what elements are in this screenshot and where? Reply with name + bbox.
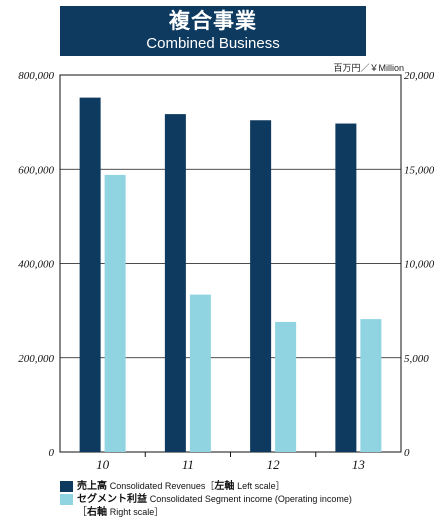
legend-revenue-axis-en: Left scale］ — [237, 481, 285, 491]
left-tick-label: 800,000 — [18, 70, 54, 82]
x-tick-label: 13 — [352, 457, 366, 472]
bar-segment-income — [189, 294, 211, 452]
bar-revenue — [250, 120, 272, 453]
legend-income-en: Consolidated Segment income (Operating i… — [149, 494, 352, 504]
bar-segment-income — [275, 321, 297, 452]
chart-title-jp: 複合事業 — [169, 10, 257, 33]
right-tick-label: 5,000 — [404, 353, 429, 365]
legend-revenue-axis-jp: 左軸 — [214, 481, 235, 492]
x-tick-label: 11 — [182, 457, 194, 472]
bar-segment-income — [104, 174, 126, 452]
x-tick-label: 12 — [267, 457, 281, 472]
right-tick-label: 0 — [404, 447, 410, 459]
legend-item-revenue: 売上高 Consolidated Revenues［左軸 Left scale］ — [60, 480, 352, 493]
legend-income-axis-en: Right scale］ — [109, 507, 164, 517]
chart-title-box: 複合事業 Combined Business — [60, 6, 366, 56]
chart-title-en: Combined Business — [146, 35, 280, 52]
bar-revenue — [164, 114, 186, 453]
legend-income-open-bracket: ［ — [77, 507, 87, 518]
bar-revenue — [335, 123, 357, 452]
unit-label: 百万円／￥Million — [333, 63, 404, 73]
legend-revenue-jp: 売上高 — [77, 481, 107, 492]
right-tick-label: 10,000 — [404, 259, 434, 271]
legend-income-jp: セグメント利益 — [77, 494, 147, 505]
x-tick-label: 10 — [96, 457, 110, 472]
right-tick-label: 20,000 — [404, 70, 434, 82]
legend-income-axis-jp: 右軸 — [87, 507, 107, 518]
bar-revenue — [79, 97, 101, 453]
right-tick-label: 15,000 — [404, 164, 434, 176]
left-tick-label: 0 — [49, 447, 55, 459]
left-tick-label: 400,000 — [18, 259, 54, 271]
legend-item-income: セグメント利益 Consolidated Segment income (Ope… — [60, 493, 352, 506]
left-tick-label: 600,000 — [18, 164, 54, 176]
bar-segment-income — [360, 319, 382, 452]
legend-swatch-income — [60, 494, 73, 505]
legend: 売上高 Consolidated Revenues［左軸 Left scale］… — [60, 480, 352, 519]
legend-revenue-en: Consolidated Revenues［ — [109, 481, 215, 491]
legend-income-scale: ［右軸 Right scale］ — [77, 506, 352, 519]
legend-swatch-revenue — [60, 481, 73, 492]
left-tick-label: 200,000 — [18, 353, 54, 365]
